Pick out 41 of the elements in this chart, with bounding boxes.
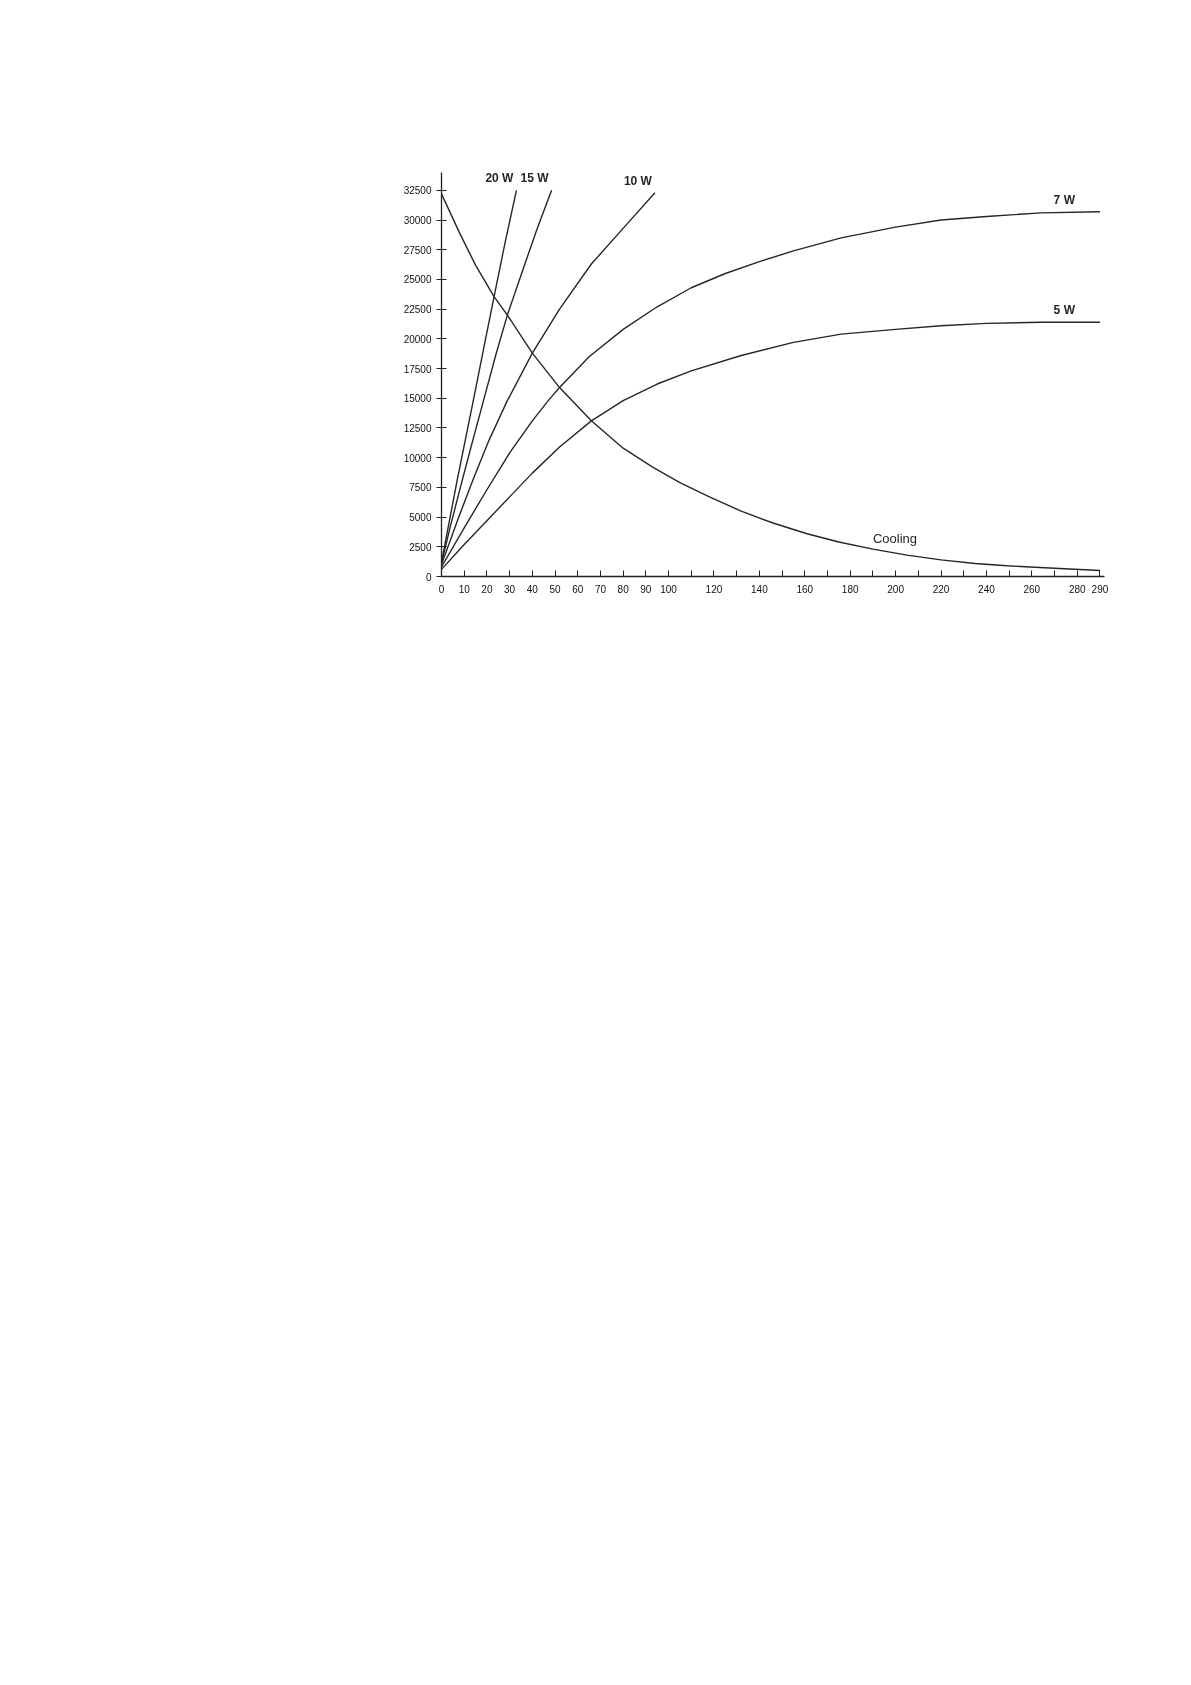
y-tick-label: 12500 [403,422,432,434]
x-tick-label: 20 [481,583,493,595]
y-tick-label: 17500 [403,363,432,375]
y-tick-label: 20000 [403,333,432,345]
series-label: 10 W [623,173,653,188]
x-tick-label: 290 [1091,583,1109,595]
x-tick-label: 200 [887,583,905,595]
x-tick-label: 280 [1068,583,1087,595]
x-tick-label: 30 [504,583,516,595]
x-tick-label: 60 [572,583,584,595]
y-tick-label: 22500 [403,304,432,316]
x-tick-label: 90 [640,583,652,595]
y-tick-label: 10000 [403,452,432,464]
series-label: 15 W [520,171,550,186]
x-tick-label: 0 [438,583,445,595]
x-tick-label: 180 [841,583,859,595]
x-tick-label: 10 [458,583,471,595]
y-tick-label: 25000 [403,274,432,286]
x-tick-label: 120 [705,583,723,595]
x-tick-label: 50 [549,583,562,595]
y-tick-label: 0 [425,571,432,583]
x-tick-label: 160 [796,583,814,595]
x-tick-label: 240 [978,583,996,595]
x-tick-label: 260 [1023,583,1041,595]
y-tick-label: 5000 [409,512,432,524]
series-label: Cooling [872,531,917,547]
y-tick-label: 2500 [409,541,432,553]
x-tick-label: 220 [932,583,950,595]
y-tick-label: 30000 [403,215,432,227]
y-tick-label: 27500 [403,244,432,256]
y-tick-label: 32500 [403,185,432,197]
x-tick-label: 100 [660,583,678,595]
series-label: 7 W [1053,192,1076,207]
series-label: 20 W [485,171,515,186]
x-tick-label: 140 [751,583,769,595]
x-tick-label: 40 [526,583,539,595]
series-label: 5 W [1053,303,1076,318]
x-tick-label: 70 [594,583,607,595]
y-tick-label: 7500 [409,482,432,494]
x-tick-label: 80 [617,583,630,595]
y-tick-label: 15000 [403,393,432,405]
